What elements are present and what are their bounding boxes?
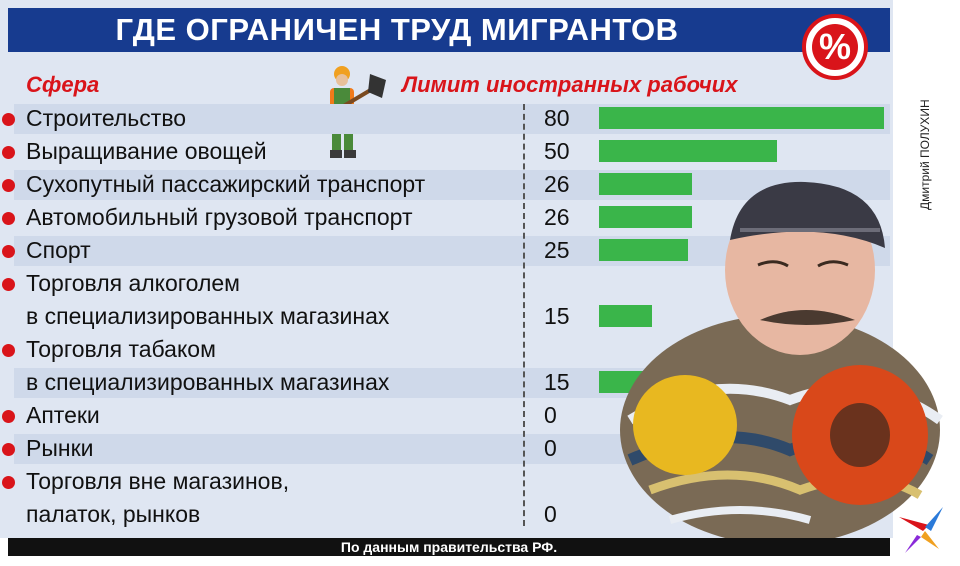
category-label: Выращивание овощей [26,138,267,164]
bird-logo-icon [899,507,943,553]
value-label: 0 [544,435,557,461]
category-label: Автомобильный грузовой транспорт [26,204,413,230]
row-bullet [2,179,15,192]
value-bar [599,107,884,129]
value-label: 26 [544,204,570,230]
value-label: 0 [544,402,557,428]
row-bullet [2,344,15,357]
column-divider [523,104,525,526]
category-label: Сухопутный пассажирский транспорт [26,171,426,197]
value-bar [599,173,692,195]
value-label: 80 [544,105,570,131]
percent-icon: % [802,14,868,80]
category-label: Торговля вне магазинов, [26,468,290,494]
category-label: Аптеки [26,402,100,428]
category-label: в специализированных магазинах [26,303,390,329]
category-label: Рынки [26,435,94,461]
row-bullet [2,212,15,225]
value-label: 0 [544,501,557,527]
value-bar [599,239,689,261]
value-bar [599,140,778,162]
value-bar [599,305,653,327]
category-label: в специализированных магазинах [26,369,390,395]
row-bullet [2,278,15,291]
category-label: Строительство [26,105,187,131]
value-label: 15 [544,303,570,329]
row-bullet [2,245,15,258]
value-label: 25 [544,237,570,263]
column-header-sphere: Сфера [26,72,100,97]
category-label: палаток, рынков [26,501,201,527]
row-bullet [2,476,15,489]
photo-credit: Дмитрий ПОЛУХИН [918,99,932,210]
column-header-limit: Лимит иностранных рабочих [402,72,738,97]
row-bullet [2,443,15,456]
clay-figurine-photo [620,181,943,545]
title-bar [8,8,890,52]
chart-title: ГДЕ ОГРАНИЧЕН ТРУД МИГРАНТОВ [115,12,679,47]
category-label: Спорт [26,237,91,263]
row-stripe [14,170,890,200]
value-bar [599,206,692,228]
category-label: Торговля табаком [26,336,216,362]
percent-symbol: % [812,24,858,70]
row-bullet [2,113,15,126]
value-label: 50 [544,138,570,164]
row-bullet [2,146,15,159]
source-note: По данным правительства РФ. [340,539,558,555]
category-label: Торговля алкоголем [26,270,240,296]
row-bullet [2,410,15,423]
source-bar [8,538,890,556]
value-label: 26 [544,171,570,197]
value-label: 15 [544,369,570,395]
